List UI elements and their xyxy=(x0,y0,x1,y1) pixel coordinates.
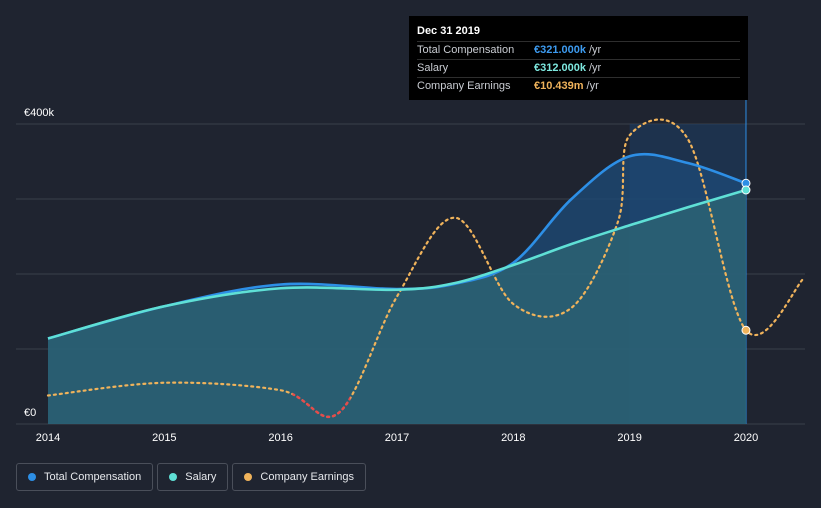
x-tick-label: 2014 xyxy=(36,432,60,444)
tooltip-label: Total Compensation xyxy=(417,44,515,56)
tooltip-unit: /yr xyxy=(589,62,602,74)
series-lines xyxy=(46,118,806,419)
legend-label: Total Compensation xyxy=(44,471,142,483)
legend-dot-icon xyxy=(244,473,253,481)
y-axis-ticks: €0 €400k xyxy=(24,107,54,419)
x-tick-label: 2020 xyxy=(734,432,758,444)
x-tick-label: 2018 xyxy=(501,432,525,444)
tooltip-value: €321.000k xyxy=(534,44,586,56)
x-axis-ticks: 2014 2015 2016 2017 2018 2019 2020 xyxy=(36,432,758,444)
earnings-marker xyxy=(741,325,751,335)
tooltip-unit: /yr xyxy=(589,44,602,56)
tooltip-date: Dec 31 2019 xyxy=(417,24,740,42)
legend-item-total-compensation[interactable]: Total Compensation xyxy=(16,463,154,491)
tooltip-value: €312.000k xyxy=(534,62,586,74)
tooltip-row-company-earnings: Company Earnings €10.439m /yr xyxy=(417,78,740,95)
x-tick-label: 2017 xyxy=(385,432,409,444)
hover-markers xyxy=(741,178,751,335)
chart-legend: Total Compensation Salary Company Earnin… xyxy=(16,463,366,491)
x-tick-label: 2016 xyxy=(268,432,292,444)
salary-line xyxy=(47,188,747,340)
salary-area xyxy=(48,190,746,424)
legend-dot-icon xyxy=(28,473,36,481)
y-tick-label: €0 xyxy=(24,407,36,419)
salary-marker xyxy=(741,185,751,195)
legend-item-salary[interactable]: Salary xyxy=(157,463,229,491)
legend-dot-icon xyxy=(169,473,178,481)
chart-tooltip: Dec 31 2019 Total Compensation €321.000k… xyxy=(409,16,748,100)
tooltip-value: €10.439m xyxy=(534,80,584,92)
legend-label: Company Earnings xyxy=(260,471,354,483)
tooltip-label: Salary xyxy=(417,62,449,74)
tooltip-label: Company Earnings xyxy=(417,80,511,92)
x-tick-label: 2015 xyxy=(152,432,176,444)
legend-label: Salary xyxy=(185,471,217,483)
legend-item-company-earnings[interactable]: Company Earnings xyxy=(232,463,366,491)
x-tick-label: 2019 xyxy=(617,432,641,444)
company-earnings-line xyxy=(46,118,806,418)
tooltip-row-total-compensation: Total Compensation €321.000k /yr xyxy=(417,42,740,60)
tooltip-row-salary: Salary €312.000k /yr xyxy=(417,60,740,78)
tooltip-unit: /yr xyxy=(586,80,599,92)
y-tick-label: €400k xyxy=(24,107,54,119)
